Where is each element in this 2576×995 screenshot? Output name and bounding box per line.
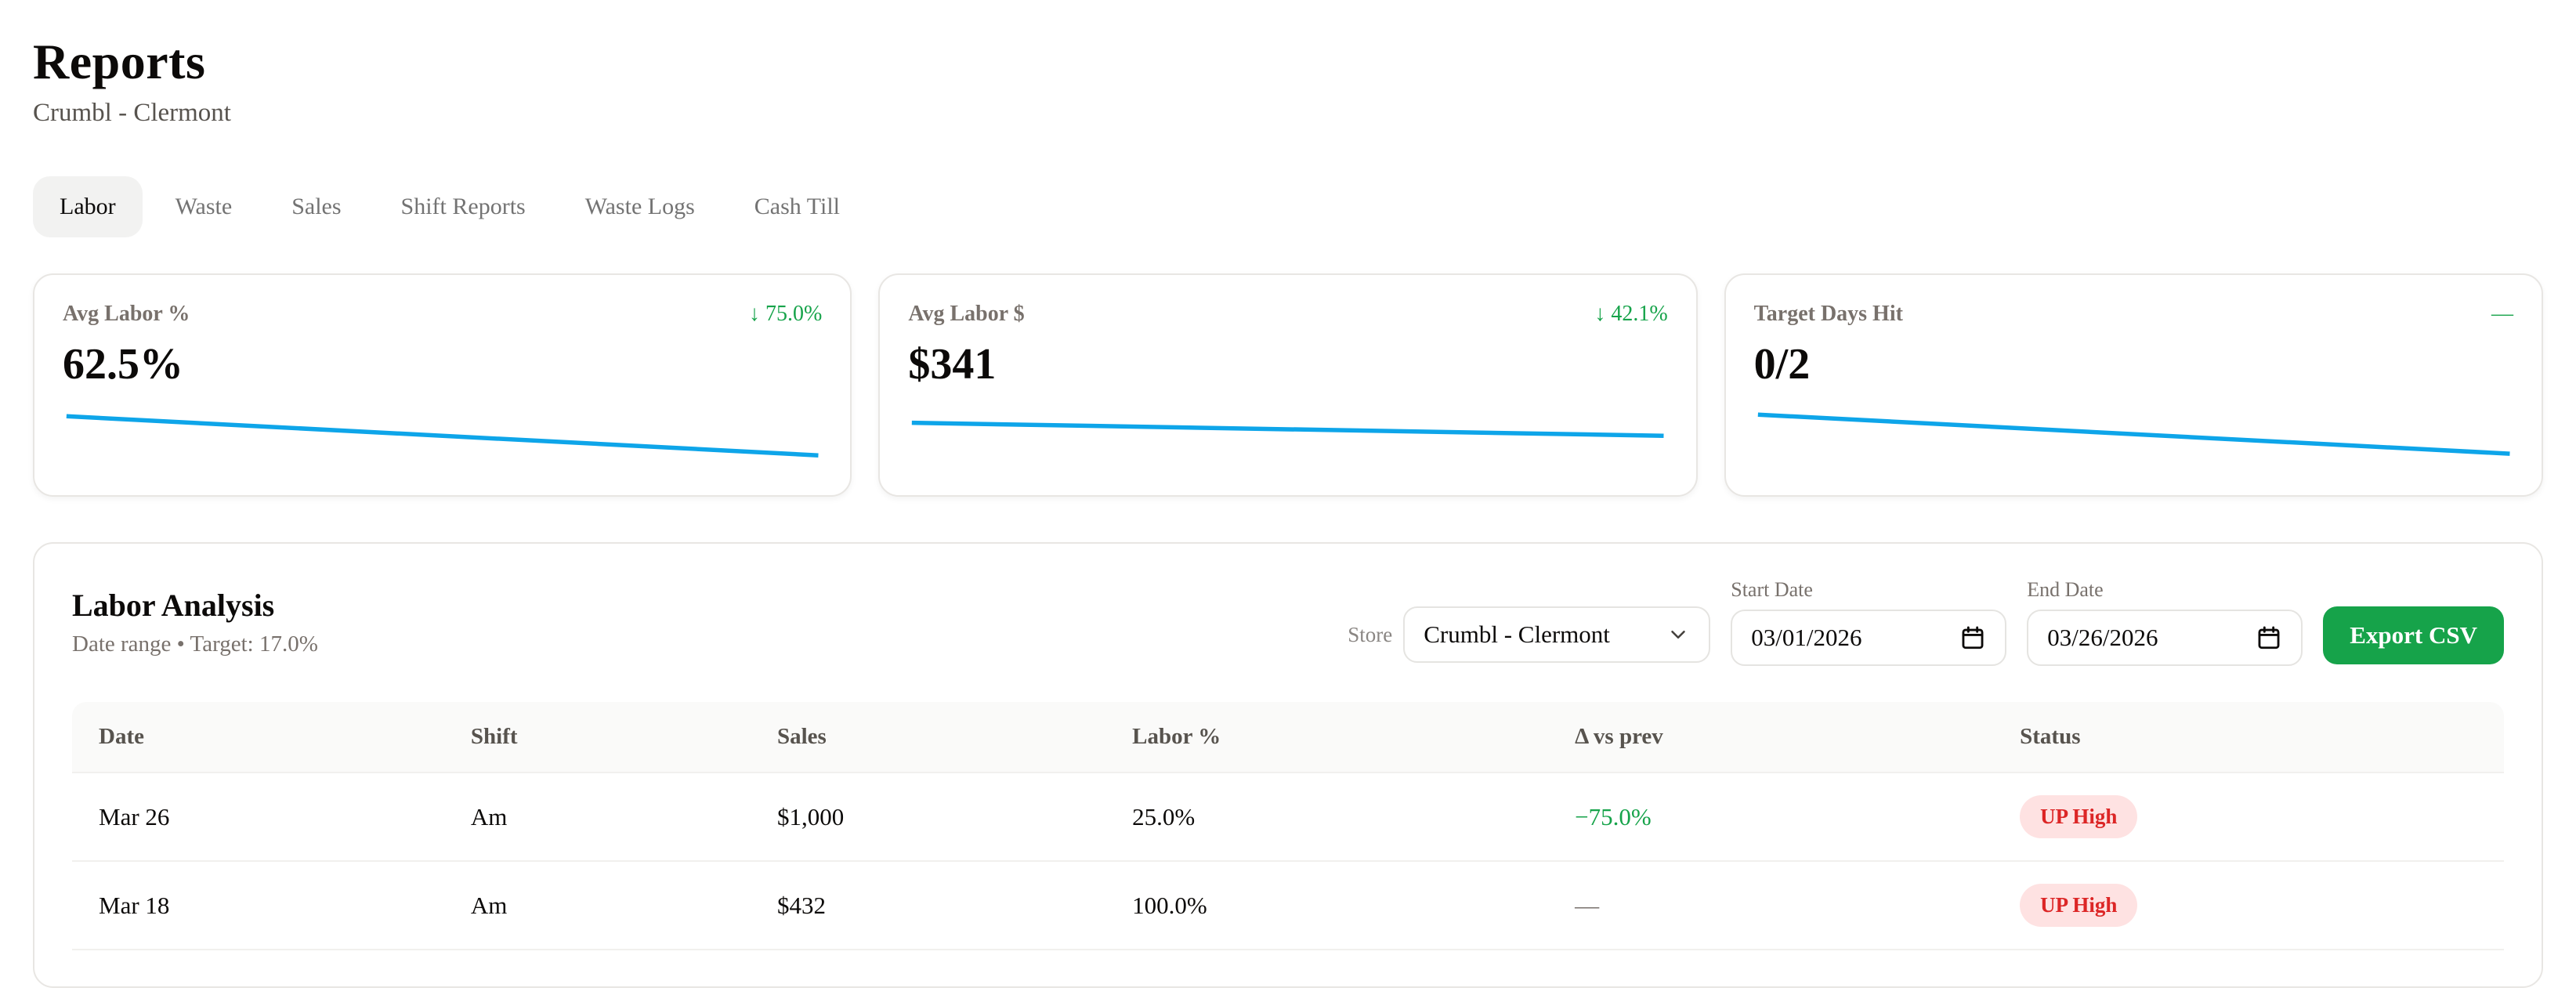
status-badge: UP High bbox=[2020, 884, 2138, 927]
cell-status: UP High bbox=[1993, 860, 2504, 950]
sparkline-chart bbox=[63, 390, 822, 472]
labor-analysis-panel: Labor Analysis Date range • Target: 17.0… bbox=[33, 542, 2543, 988]
column-header-shift: Shift bbox=[443, 702, 751, 772]
page-subtitle: Crumbl - Clermont bbox=[33, 99, 231, 127]
stat-card-label: Avg Labor $ bbox=[908, 302, 1025, 326]
report-tabs: Labor Waste Sales Shift Reports Waste Lo… bbox=[33, 176, 2543, 237]
tab-waste-logs[interactable]: Waste Logs bbox=[584, 194, 695, 219]
calendar-icon[interactable] bbox=[2256, 624, 2282, 651]
column-header-sales: Sales bbox=[751, 702, 1106, 772]
tab-waste[interactable]: Waste bbox=[175, 194, 233, 219]
table-row: Mar 26 Am $1,000 25.0% −75.0% UP High bbox=[72, 772, 2504, 861]
stat-card-delta: — bbox=[2491, 302, 2513, 326]
stat-card-avg-labor-dollars: Avg Labor $ ↓ 42.1% $341 bbox=[878, 273, 1698, 497]
tab-labor[interactable]: Labor bbox=[33, 176, 143, 237]
end-date-input[interactable]: 03/26/2026 bbox=[2027, 610, 2303, 666]
stat-card-value: $341 bbox=[908, 340, 997, 389]
table-header-row: Date Shift Sales Labor % Δ vs prev Statu… bbox=[72, 702, 2504, 772]
page-title: Reports bbox=[33, 34, 206, 89]
cell-sales: $1,000 bbox=[751, 772, 1106, 861]
stat-card-value: 62.5% bbox=[63, 340, 183, 389]
stat-card-value: 0/2 bbox=[1753, 340, 1811, 389]
column-header-labor-pct: Labor % bbox=[1105, 702, 1549, 772]
stat-card-label: Avg Labor % bbox=[63, 302, 190, 326]
stat-card-target-days-hit: Target Days Hit — 0/2 bbox=[1724, 273, 2543, 497]
panel-title: Labor Analysis bbox=[72, 588, 275, 623]
end-date-group: End Date 03/26/2026 bbox=[2027, 578, 2303, 666]
cell-delta: — bbox=[1548, 860, 1994, 950]
stat-card-delta: ↓ 75.0% bbox=[749, 302, 823, 326]
cell-shift: Am bbox=[443, 860, 751, 950]
stat-card-delta: ↓ 42.1% bbox=[1594, 302, 1668, 326]
cell-sales: $432 bbox=[751, 860, 1106, 950]
end-date-label: End Date bbox=[2027, 578, 2104, 601]
end-date-value: 03/26/2026 bbox=[2047, 624, 2158, 651]
sparkline-chart bbox=[908, 390, 1667, 472]
panel-controls: Store Crumbl - Clermont Start Date 03/01… bbox=[1348, 578, 2504, 666]
export-csv-button[interactable]: Export CSV bbox=[2323, 606, 2504, 664]
chevron-down-icon bbox=[1666, 623, 1690, 646]
status-badge: UP High bbox=[2020, 795, 2138, 838]
calendar-icon[interactable] bbox=[1959, 624, 1986, 651]
stat-card-label: Target Days Hit bbox=[1753, 302, 1903, 326]
store-label: Store bbox=[1348, 622, 1393, 646]
start-date-value: 03/01/2026 bbox=[1751, 624, 1862, 651]
start-date-input[interactable]: 03/01/2026 bbox=[1731, 610, 2007, 666]
store-select[interactable]: Crumbl - Clermont bbox=[1403, 606, 1711, 663]
panel-subtitle: Date range • Target: 17.0% bbox=[72, 631, 318, 657]
cell-status: UP High bbox=[1993, 772, 2504, 861]
stat-cards: Avg Labor % ↓ 75.0% 62.5% Avg Labor $ ↓ … bbox=[33, 273, 2543, 497]
column-header-date: Date bbox=[72, 702, 444, 772]
table-row: Mar 18 Am $432 100.0% — UP High bbox=[72, 860, 2504, 950]
stat-card-avg-labor-pct: Avg Labor % ↓ 75.0% 62.5% bbox=[33, 273, 852, 497]
start-date-group: Start Date 03/01/2026 bbox=[1731, 578, 2007, 666]
tab-shift-reports[interactable]: Shift Reports bbox=[400, 194, 526, 219]
panel-heading: Labor Analysis Date range • Target: 17.0… bbox=[72, 587, 318, 657]
store-filter-group: Store Crumbl - Clermont bbox=[1348, 606, 1711, 663]
column-header-status: Status bbox=[1993, 702, 2504, 772]
tab-sales[interactable]: Sales bbox=[291, 194, 342, 219]
start-date-label: Start Date bbox=[1731, 578, 1813, 601]
sparkline-chart bbox=[1754, 390, 2513, 472]
delta-value: −75.0% bbox=[1575, 802, 1652, 830]
store-select-value: Crumbl - Clermont bbox=[1424, 621, 1610, 648]
cell-shift: Am bbox=[443, 772, 751, 861]
cell-date: Mar 26 bbox=[72, 772, 444, 861]
labor-analysis-table: Date Shift Sales Labor % Δ vs prev Statu… bbox=[72, 702, 2504, 950]
cell-date: Mar 18 bbox=[72, 860, 444, 950]
cell-labor-pct: 25.0% bbox=[1105, 772, 1549, 861]
cell-delta: −75.0% bbox=[1548, 772, 1994, 861]
column-header-delta-vs-prev: Δ vs prev bbox=[1548, 702, 1994, 772]
delta-value: — bbox=[1575, 891, 1600, 919]
tab-cash-till[interactable]: Cash Till bbox=[754, 194, 840, 219]
cell-labor-pct: 100.0% bbox=[1105, 860, 1549, 950]
